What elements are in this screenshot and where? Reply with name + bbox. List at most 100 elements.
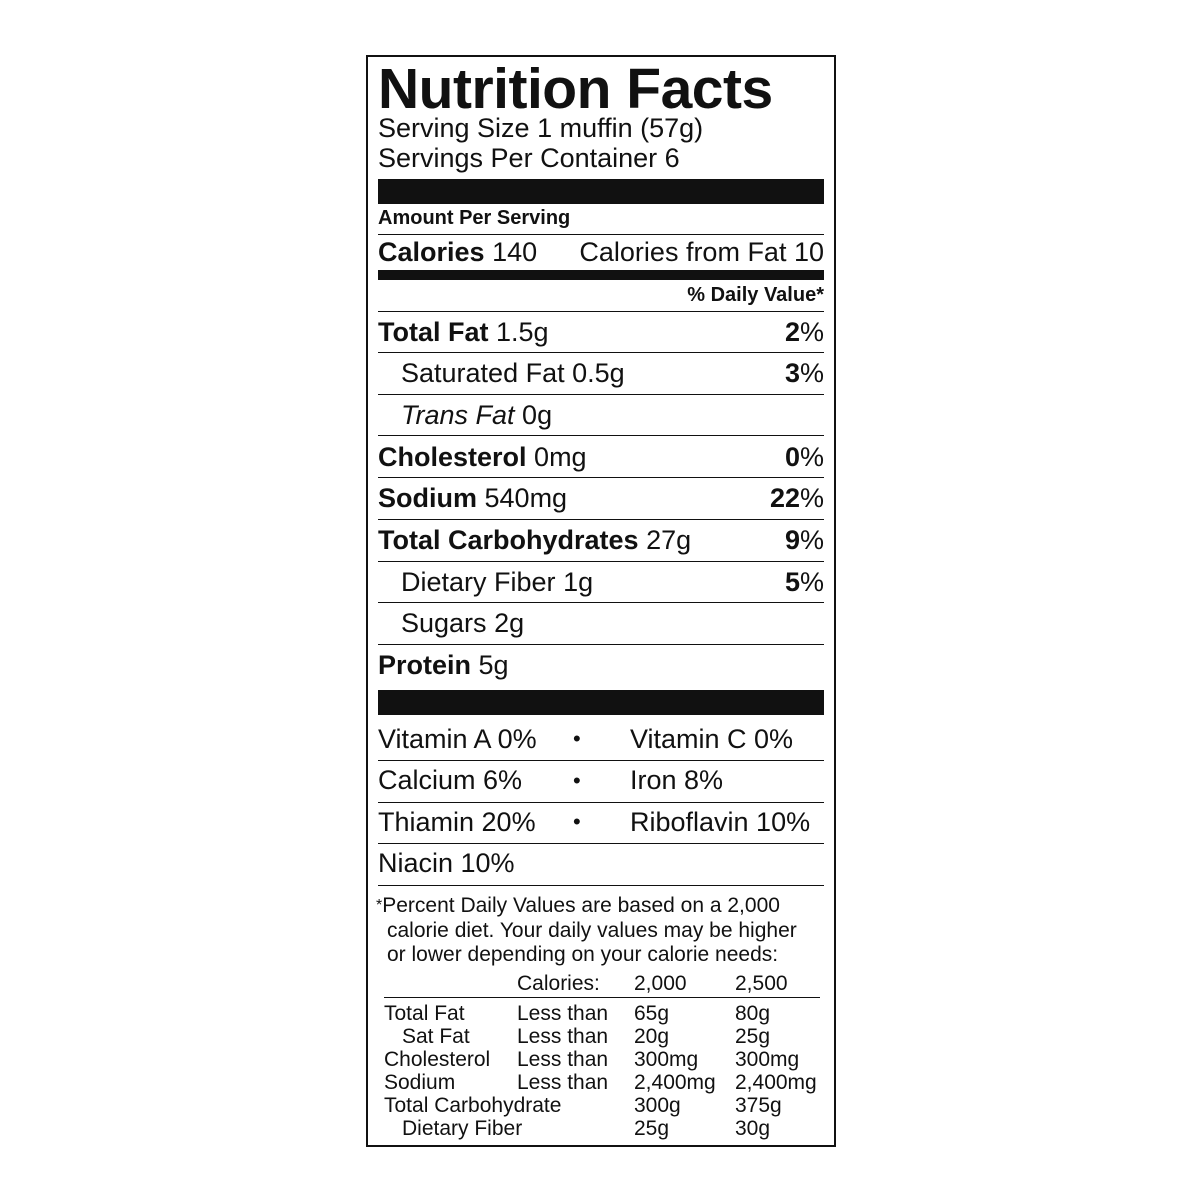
divider	[378, 560, 824, 562]
table-cell: 300g	[634, 1094, 681, 1117]
nutrient-label: Total Carbohydrates	[378, 525, 639, 555]
table-cell: 25g	[634, 1117, 670, 1140]
nutrient-amount: 0g	[522, 399, 553, 430]
nutrient-label: Saturated Fat	[401, 358, 565, 389]
nutrient-row: Cholesterol 0mg 0%	[378, 437, 824, 477]
table-cell: 25g	[735, 1025, 771, 1048]
vitamin-item: Calcium 6%	[378, 765, 523, 795]
nutrient-row: Saturated Fat 0.5g 3%	[378, 354, 824, 394]
table-cell: Dietary Fiber	[402, 1117, 523, 1140]
nutrient-row: Total Carbohydrates 27g 9%	[378, 521, 824, 561]
nutrient-dv: 0	[784, 441, 800, 472]
calories-row: Calories 140 Calories from Fat 10	[378, 235, 824, 269]
divider	[378, 311, 824, 312]
table-cell: 20g	[634, 1025, 670, 1048]
divider	[378, 352, 824, 353]
nutrient-label: Protein	[378, 650, 472, 681]
table-cell: Calories:	[517, 972, 600, 995]
vitamin-item: Iron 8%	[630, 765, 724, 795]
table-cell: Cholesterol	[384, 1048, 491, 1071]
footnote-line: or lower depending on your calorie needs…	[387, 943, 779, 966]
table-cell: Sat Fat	[402, 1025, 470, 1048]
nutrient-label: Cholesterol	[378, 441, 527, 472]
nutrient-row: Protein 5g	[378, 646, 824, 686]
percent-sign: %	[799, 316, 824, 347]
table-cell: 65g	[634, 1002, 670, 1025]
vitamin-item: Niacin 10%	[378, 848, 515, 878]
table-row: Dietary Fiber 25g 30g	[384, 1117, 817, 1140]
nutrient-amount: 0mg	[534, 441, 587, 472]
dv-table: Total Fat Less than 65g 80g Sat Fat Less than…	[384, 1002, 817, 1140]
vitamin-row: Calcium 6% • Iron 8%	[378, 761, 824, 801]
nutrient-label: Trans Fat	[401, 399, 515, 430]
divider	[378, 435, 824, 437]
nutrient-row: Total Fat 1.5g 2%	[378, 312, 824, 352]
vitamin-item: Vitamin A 0%	[378, 723, 537, 754]
divider	[378, 234, 824, 235]
divider	[378, 843, 824, 844]
table-cell: 80g	[735, 1002, 771, 1025]
divider	[384, 997, 820, 998]
dv-table-header: Calories: 2,000 2,500	[384, 972, 788, 995]
nutrient-amount: 27g	[646, 525, 692, 555]
serving-size: Serving Size 1 muffin (57g)	[378, 113, 704, 143]
vitamin-item: Thiamin 20%	[378, 806, 536, 837]
table-cell: Less than	[517, 1025, 609, 1048]
nutrient-label: Sodium	[378, 483, 477, 514]
divider	[378, 643, 824, 645]
table-row: Sat Fat Less than 20g 25g	[384, 1025, 817, 1048]
table-cell: 2,000	[634, 972, 687, 995]
nutrient-amount: 2g	[494, 608, 525, 639]
table-cell	[517, 1117, 634, 1140]
divider	[378, 393, 824, 395]
footnote: *Percent Daily Values are based on a 2,0…	[376, 894, 822, 968]
nutrient-label: Total Fat	[378, 316, 489, 347]
table-cell: Total Fat	[384, 1002, 465, 1025]
table-cell: 2,400mg	[634, 1071, 716, 1094]
bullet: •	[573, 767, 581, 793]
nutrient-dv: 9	[784, 525, 800, 555]
divider	[378, 801, 824, 803]
divider	[378, 602, 824, 604]
percent-sign: %	[799, 441, 824, 472]
footnote-line: calorie diet. Your daily values may be h…	[387, 918, 797, 942]
calories-value: 140	[492, 236, 538, 267]
nutrient-amount: 0.5g	[572, 358, 625, 389]
nutrient-amount: 1.5g	[496, 316, 549, 347]
vitamin-row: Thiamin 20% • Riboflavin 10%	[378, 802, 824, 842]
table-cell: 30g	[735, 1117, 771, 1140]
nutrient-dv: 5	[784, 566, 800, 597]
table-cell: Less than	[517, 1048, 609, 1071]
nutrient-label: Dietary Fiber	[401, 566, 556, 597]
bullet: •	[573, 809, 581, 834]
table-row: Total Carbohydrate 300g 375g	[384, 1094, 817, 1117]
table-row: Total Fat Less than 65g 80g	[384, 1002, 817, 1025]
daily-value-header: % Daily Value*	[687, 284, 824, 306]
label-title: Nutrition Facts	[378, 57, 773, 121]
nutrient-amount: 1g	[563, 566, 594, 597]
calories-from-fat: Calories from Fat 10	[579, 236, 824, 267]
nutrient-amount: 540mg	[484, 483, 568, 514]
divider-bar	[378, 179, 824, 204]
table-cell: 2,400mg	[735, 1071, 817, 1094]
percent-sign: %	[799, 358, 824, 389]
nutrient-dv: 2	[784, 316, 800, 347]
percent-sign: %	[799, 525, 824, 555]
divider	[378, 884, 824, 886]
footnote-asterisk: *	[376, 897, 383, 914]
vitamin-row: Niacin 10%	[378, 844, 824, 884]
table-row: Sodium Less than 2,400mg 2,400mg	[384, 1071, 817, 1094]
table-cell: 300mg	[634, 1048, 699, 1071]
nutrient-row: Sodium 540mg 22%	[378, 479, 824, 519]
nutrient-row: Dietary Fiber 1g 5%	[378, 562, 824, 602]
divider	[378, 760, 824, 761]
table-cell: 2,500	[735, 972, 788, 995]
table-cell: Less than	[517, 1002, 609, 1025]
nutrient-row: Sugars 2g	[378, 604, 824, 644]
vitamin-item: Riboflavin 10%	[630, 806, 811, 837]
table-cell: 375g	[735, 1094, 782, 1117]
nutrient-label: Sugars	[401, 608, 487, 639]
table-row: Cholesterol Less than 300mg 300mg	[384, 1048, 817, 1071]
nutrient-dv: 22	[769, 483, 800, 514]
calories-label: Calories	[378, 236, 485, 267]
